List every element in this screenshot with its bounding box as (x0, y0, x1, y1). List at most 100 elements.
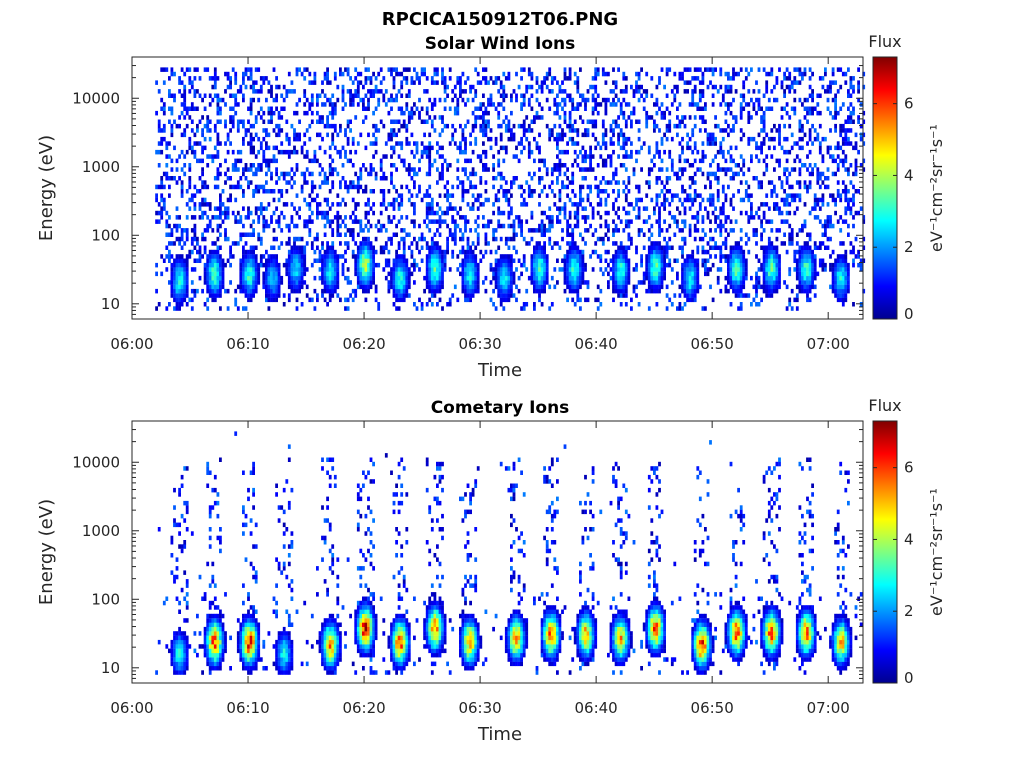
heatmap-cell (374, 136, 378, 142)
heatmap-cell (607, 284, 610, 290)
heatmap-cell (688, 228, 692, 233)
heatmap-cell (326, 258, 329, 263)
heatmap-cell (168, 176, 171, 181)
heatmap-cell (229, 254, 232, 259)
heatmap-cell (277, 132, 281, 138)
heatmap-cell (624, 284, 628, 290)
heatmap-cell (173, 97, 176, 103)
heatmap-cell (568, 93, 572, 98)
heatmap-cell (497, 171, 501, 177)
heatmap-cell (451, 132, 455, 138)
heatmap-cell (351, 80, 355, 85)
heatmap-cell (734, 258, 738, 263)
heatmap-cell (512, 219, 516, 224)
heatmap-cell (609, 275, 613, 281)
heatmap-cell (548, 223, 552, 229)
heatmap-cell (502, 306, 506, 311)
heatmap-cell (308, 106, 312, 111)
heatmap-cell (252, 293, 255, 298)
heatmap-cell (178, 293, 181, 298)
heatmap-cell (527, 154, 531, 159)
heatmap-cell (484, 223, 488, 229)
heatmap-cell (469, 84, 472, 90)
heatmap-cell (323, 102, 327, 107)
heatmap-cell (724, 84, 728, 90)
heatmap-cell (721, 210, 725, 216)
heatmap-cell (298, 280, 301, 285)
heatmap-cell (387, 189, 391, 194)
heatmap-cell (619, 106, 623, 111)
heatmap-cell (635, 284, 638, 290)
heatmap-cell (558, 210, 562, 216)
heatmap-cell (594, 71, 598, 77)
heatmap-cell (316, 110, 319, 116)
heatmap-cell (208, 76, 212, 81)
heatmap-cell (502, 89, 506, 94)
heatmap-cell (247, 206, 250, 211)
heatmap-cell (193, 206, 197, 211)
heatmap-cell (446, 210, 449, 216)
heatmap-cell (576, 267, 580, 272)
heatmap-cell (609, 180, 613, 185)
heatmap-cell (308, 202, 312, 207)
heatmap-cell (211, 284, 215, 290)
heatmap-cell (482, 128, 485, 133)
heatmap-cell (221, 275, 225, 281)
heatmap-cell (425, 171, 429, 177)
heatmap-cell (208, 275, 212, 281)
heatmap-cell (744, 267, 748, 272)
heatmap-cell (724, 89, 728, 94)
heatmap-cell (612, 262, 615, 268)
heatmap-cell (379, 176, 383, 181)
heatmap-cell (247, 271, 250, 277)
heatmap-cell (425, 189, 429, 194)
heatmap-cell (443, 249, 447, 255)
heatmap-cell (701, 106, 705, 111)
heatmap-cell (637, 302, 641, 307)
heatmap-cell (211, 241, 215, 246)
heatmap-cell (563, 76, 567, 81)
heatmap-cell (170, 284, 174, 290)
heatmap-cell (305, 67, 309, 72)
heatmap-cell (456, 167, 460, 172)
heatmap-cell (466, 76, 470, 81)
heatmap-cell (607, 223, 610, 229)
heatmap-cell (755, 284, 758, 290)
heatmap-cell (265, 171, 268, 177)
heatmap-cell (719, 249, 723, 255)
heatmap-cell (474, 119, 478, 124)
heatmap-cell (576, 254, 580, 259)
heatmap-cell (614, 258, 618, 263)
heatmap-cell (686, 197, 689, 203)
heatmap-cell (259, 258, 263, 263)
heatmap-cell (783, 167, 786, 172)
heatmap-cell (739, 249, 743, 255)
heatmap-cell (461, 262, 465, 268)
heatmap-cell (461, 128, 465, 133)
heatmap-cell (747, 141, 751, 146)
heatmap-cell (698, 128, 702, 133)
heatmap-cell (706, 271, 710, 277)
heatmap-cell (162, 106, 166, 111)
heatmap-cell (285, 93, 289, 98)
heatmap-cell (193, 106, 197, 111)
heatmap-cell (216, 106, 220, 111)
heatmap-cell (622, 258, 626, 263)
heatmap-cell (520, 67, 523, 72)
heatmap-cell (704, 258, 707, 263)
heatmap-cell (275, 262, 278, 268)
heatmap-cell (160, 180, 164, 185)
heatmap-cell (773, 288, 776, 294)
heatmap-cell (757, 258, 761, 263)
heatmap-cell (670, 136, 674, 142)
heatmap-cell (201, 210, 204, 216)
heatmap-cell (668, 245, 672, 250)
heatmap-cell (456, 254, 460, 259)
heatmap-cell (390, 219, 393, 224)
heatmap-cell (208, 206, 212, 211)
heatmap-cell (527, 228, 531, 233)
heatmap-cell (441, 128, 444, 133)
heatmap-cell (566, 123, 569, 129)
heatmap-cell (275, 219, 278, 224)
heatmap-cell (400, 202, 404, 207)
